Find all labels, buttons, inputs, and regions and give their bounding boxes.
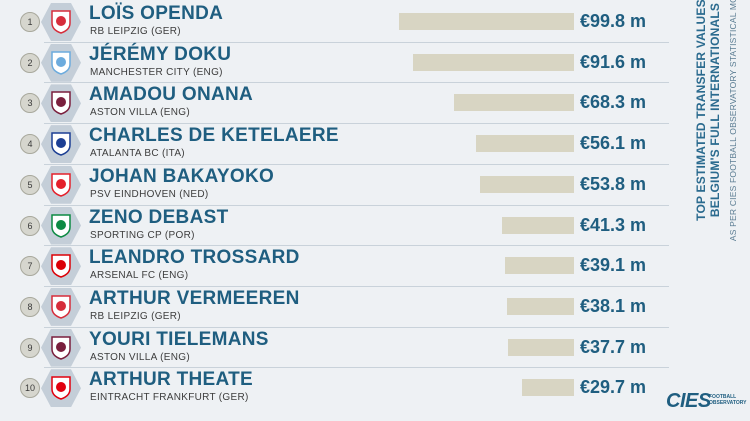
club-name: RB LEIPZIG (GER) [90, 310, 181, 322]
logo-sub-line-2: OBSERVATORY [709, 400, 747, 406]
player-name: JOHAN BAKAYOKO [89, 165, 275, 187]
rank-badge: 7 [20, 256, 40, 277]
atalanta-crest-icon [51, 132, 71, 156]
ranking-list: 1 LOÏS OPENDA RB LEIPZIG (GER) €99.8 m 2 JÉRÉ… [0, 2, 680, 408]
player-name: LOÏS OPENDA [89, 3, 224, 24]
rank-badge: 2 [20, 52, 40, 73]
psv-crest-icon [51, 173, 71, 197]
player-row: 10 ARTHUR THEATE EINTRACHT FRANKFURT (GER)… [0, 368, 680, 408]
rank-badge: 3 [20, 93, 40, 114]
player-name: JÉRÉMY DOKU [89, 43, 232, 65]
logo-wordmark: CIES [666, 390, 711, 412]
player-row: 8 ARTHUR VERMEEREN RB LEIPZIG (GER) €38.1 m [0, 287, 680, 327]
value-label: €37.7 m [580, 336, 647, 357]
row-divider [44, 123, 669, 125]
value-label: €91.6 m [580, 51, 647, 72]
player-row: 7 LEANDRO TROSSARD ARSENAL FC (ENG) €39.1 m [0, 246, 680, 286]
player-row: 6 ZENO DEBAST SPORTING CP (POR) €41.3 m [0, 206, 680, 246]
sporting-cp-crest-icon [51, 213, 71, 238]
club-name: MANCHESTER CITY (ENG) [90, 66, 223, 78]
cies-logo: CIES FOOTBALL OBSERVATORY [666, 390, 747, 416]
aston-villa-crest-icon [51, 335, 71, 360]
value-bar [521, 379, 574, 397]
rb-leipzig-crest-icon [51, 295, 71, 319]
club-name: ASTON VILLA (ENG) [90, 351, 190, 363]
rank-badge: 4 [20, 134, 40, 155]
value-label: €53.8 m [580, 173, 647, 194]
row-divider [44, 285, 669, 287]
rank-badge: 10 [20, 378, 40, 399]
player-name: ZENO DEBAST [89, 206, 229, 228]
row-divider [44, 82, 669, 84]
value-bar [507, 338, 574, 356]
value-label: €38.1 m [580, 295, 647, 316]
player-name: ARTHUR THEATE [89, 369, 253, 391]
player-name: AMADOU ONANA [89, 84, 254, 106]
club-name: ARSENAL FC (ENG) [90, 270, 189, 282]
player-row: 3 AMADOU ONANA ASTON VILLA (ENG) €68.3 m [0, 83, 680, 123]
player-name: LEANDRO TROSSARD [89, 247, 300, 269]
player-row: 5 JOHAN BAKAYOKO PSV EINDHOVEN (NED) €53.8 … [0, 165, 680, 205]
row-divider [44, 245, 669, 247]
value-bar [507, 297, 574, 315]
value-bar [475, 135, 574, 153]
player-name: CHARLES DE KETELAERE [89, 125, 339, 147]
value-bar [399, 13, 574, 30]
side-caption: TOP ESTIMATED TRANSFER VALUES BELGIUM'S … [694, 0, 738, 260]
rank-badge: 1 [20, 12, 40, 32]
arsenal-crest-icon [51, 254, 71, 278]
rank-badge: 5 [20, 174, 40, 195]
value-bar [454, 94, 574, 112]
club-name: ASTON VILLA (ENG) [90, 107, 190, 119]
club-name: PSV EINDHOVEN (NED) [90, 188, 209, 200]
value-bar [505, 257, 574, 275]
chart-subtitle: AS PER CIES FOOTBALL OBSERVATORY STATIST… [728, 0, 738, 242]
eintracht-frankfurt-crest-icon [51, 376, 71, 401]
rb-leipzig-crest-icon [51, 10, 71, 34]
chart-title: TOP ESTIMATED TRANSFER VALUES [694, 0, 708, 221]
player-row: 4 CHARLES DE KETELAERE ATALANTA BC (ITA) €5… [0, 124, 680, 164]
row-divider [44, 367, 669, 369]
player-row: 1 LOÏS OPENDA RB LEIPZIG (GER) €99.8 m [0, 2, 680, 42]
value-label: €56.1 m [580, 133, 647, 154]
row-divider [44, 41, 669, 43]
rank-badge: 8 [20, 296, 40, 317]
value-label: €68.3 m [580, 92, 647, 113]
club-name: EINTRACHT FRANKFURT (GER) [90, 392, 249, 404]
rank-badge: 6 [20, 215, 40, 236]
value-bar [501, 216, 574, 234]
player-name: ARTHUR VERMEEREN [89, 287, 300, 309]
value-bar [479, 175, 574, 193]
manchester-city-crest-icon [51, 50, 71, 75]
row-divider [44, 204, 669, 206]
row-divider [44, 326, 669, 328]
player-row: 9 YOURI TIELEMANS ASTON VILLA (ENG) €37.7 m [0, 328, 680, 368]
rank-badge: 9 [20, 337, 40, 358]
logo-subtext: FOOTBALL OBSERVATORY [709, 394, 747, 406]
value-label: €41.3 m [580, 214, 647, 235]
club-name: ATALANTA BC (ITA) [90, 148, 185, 160]
logo-sub-line-1: FOOTBALL [709, 394, 737, 400]
row-divider [44, 163, 669, 165]
value-bar [413, 53, 574, 71]
value-label: €39.1 m [580, 255, 647, 276]
player-name: YOURI TIELEMANS [89, 328, 269, 350]
club-name: SPORTING CP (POR) [90, 229, 195, 241]
aston-villa-crest-icon [51, 91, 71, 116]
player-row: 2 JÉRÉMY DOKU MANCHESTER CITY (ENG) €91.6 m [0, 43, 680, 83]
value-label: €99.8 m [580, 11, 647, 31]
club-name: RB LEIPZIG (GER) [90, 26, 181, 37]
chart-title-line-2: BELGIUM'S FULL INTERNATIONALS [708, 2, 722, 218]
value-label: €29.7 m [580, 377, 647, 398]
